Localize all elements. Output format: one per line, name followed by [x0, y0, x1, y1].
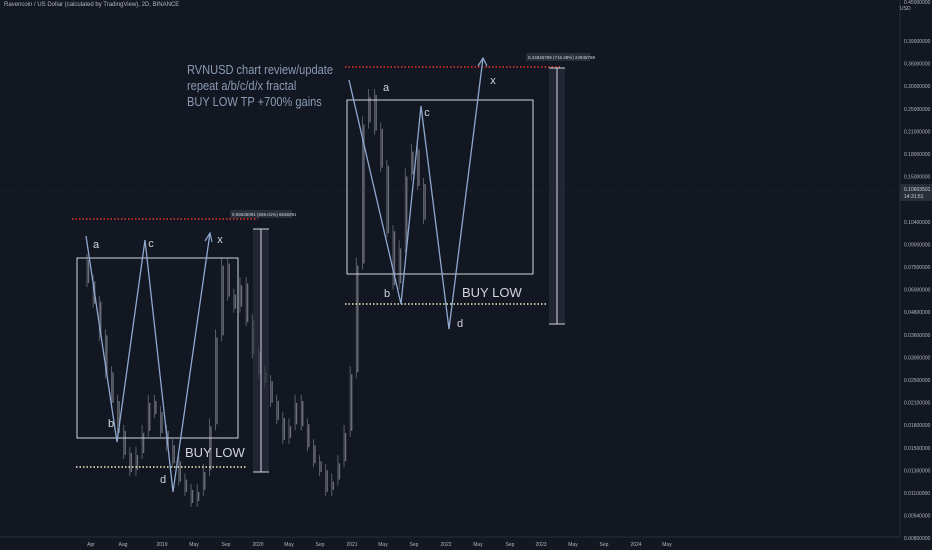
- x-tick-label: 2022: [440, 542, 451, 548]
- current-price-tag: [900, 184, 932, 201]
- x-tick-label: Sep: [316, 542, 325, 548]
- buy-low-label: BUY LOW: [185, 445, 245, 460]
- y-tick-label: 0.02100000: [904, 401, 931, 407]
- x-tick-label: 2020: [252, 542, 263, 548]
- y-tick-label: 0.45000000: [904, 0, 931, 6]
- buy-low-label: BUY LOW: [462, 285, 522, 300]
- y-tick-label: 0.09000000: [904, 242, 931, 248]
- y-tick-label: 0.07500000: [904, 265, 931, 271]
- arrow-head: [477, 56, 488, 67]
- y-tick-label: 0.30000000: [904, 84, 931, 90]
- y-tick-label: 0.03600000: [904, 333, 931, 339]
- x-tick-label: 2024: [630, 542, 641, 548]
- x-tick-label: Sep: [506, 542, 515, 548]
- current-price-label: 0.10603501: [904, 187, 931, 193]
- x-tick-label: Sep: [410, 542, 419, 548]
- countdown-label: 14:31:51: [904, 194, 924, 200]
- y-tick-label: 0.10400000: [904, 220, 931, 226]
- x-tick-label: Aug: [119, 542, 128, 548]
- measure-label: 0.08636091 (659.01%) 6636091: [232, 212, 297, 217]
- fractal-label: x: [490, 75, 496, 87]
- y-tick-label: 0.01500000: [904, 446, 931, 452]
- measure-label: 0.24945769 (716.48%) 24945769: [528, 55, 596, 60]
- fractal-label: d: [160, 474, 166, 486]
- range-box: [346, 99, 534, 275]
- annotation-text: RVNUSD chart review/update repeat a/b/c/…: [187, 62, 333, 110]
- currency-label: USD: [900, 6, 911, 12]
- fractal-label: d: [457, 318, 463, 330]
- y-tick-label: 0.25000000: [904, 107, 931, 113]
- y-tick-label: 0.02500000: [904, 378, 931, 384]
- x-tick-label: May: [473, 542, 483, 548]
- y-tick-label: 0.00800000: [904, 536, 931, 542]
- x-tick-label: 2021: [346, 542, 357, 548]
- x-tick-label: Apr: [87, 542, 95, 548]
- symbol-title: Ravencoin / US Dollar (calculated by Tra…: [4, 2, 180, 8]
- annotation-line-3: BUY LOW TP +700% gains: [187, 94, 322, 109]
- x-tick-label: May: [568, 542, 578, 548]
- fractal-label: b: [384, 288, 390, 300]
- x-tick-label: Sep: [600, 542, 609, 548]
- y-tick-label: 0.15000000: [904, 175, 931, 181]
- measure-label-bg: [230, 210, 292, 218]
- fractal-path: [85, 232, 211, 493]
- x-tick-label: 2019: [156, 542, 167, 548]
- x-tick-label: Sep: [222, 542, 231, 548]
- y-tick-label: 0.36000000: [904, 62, 931, 68]
- y-tick-label: 0.04800000: [904, 310, 931, 316]
- y-tick-label: 0.01300000: [904, 468, 931, 474]
- y-tick-label: 0.03000000: [904, 355, 931, 361]
- y-tick-label: 0.01800000: [904, 423, 931, 429]
- fractal-label: c: [148, 238, 154, 250]
- measure-label-bg: [526, 53, 590, 61]
- y-tick-label: 0.39000000: [904, 39, 931, 45]
- fractal-label: a: [383, 82, 390, 94]
- fractal-label: c: [424, 107, 430, 119]
- fractal-label: b: [108, 418, 114, 430]
- y-tick-label: 0.00940000: [904, 514, 931, 520]
- fractal-path: [348, 57, 484, 330]
- y-tick-label: 0.06000000: [904, 288, 931, 294]
- fractal-label: a: [93, 239, 100, 251]
- y-tick-label: 0.18000000: [904, 152, 931, 158]
- x-tick-label: May: [189, 542, 199, 548]
- annotation-line-2: repeat a/b/c/d/x fractal: [187, 78, 297, 93]
- range-box: [76, 257, 239, 439]
- y-tick-label: 0.21000000: [904, 129, 931, 135]
- arrow-head: [204, 231, 213, 243]
- x-tick-label: 2023: [535, 542, 546, 548]
- fractal-label: x: [217, 234, 223, 246]
- x-tick-label: May: [284, 542, 294, 548]
- x-tick-label: May: [378, 542, 388, 548]
- x-tick-label: May: [662, 542, 672, 548]
- annotation-line-1: RVNUSD chart review/update: [187, 62, 333, 77]
- y-tick-label: 0.01100000: [904, 491, 930, 497]
